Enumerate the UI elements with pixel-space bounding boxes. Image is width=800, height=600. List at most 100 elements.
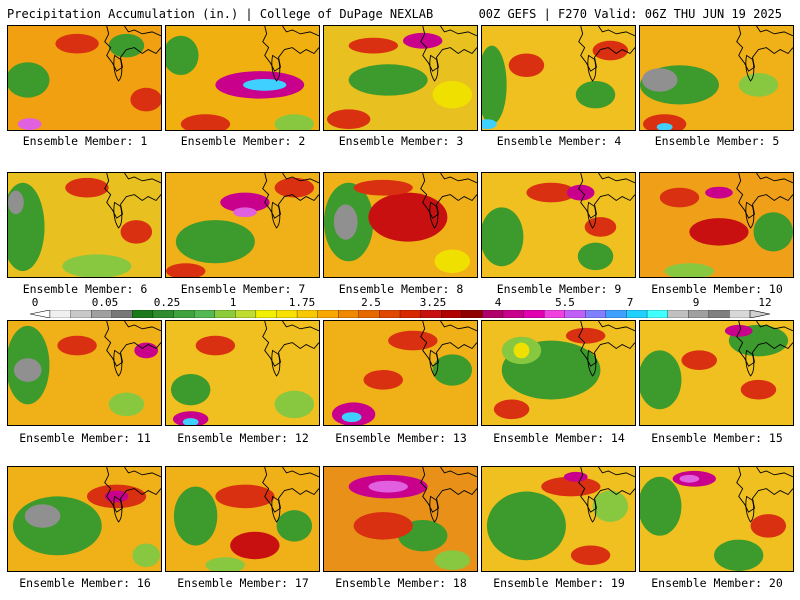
scale-tick-label: 0 [31, 296, 39, 309]
ensemble-map-19 [481, 466, 636, 572]
precip-field [640, 26, 793, 130]
ensemble-map-5 [639, 25, 794, 131]
precip-region [220, 192, 270, 213]
coastline [282, 467, 319, 478]
scale-tick-label: 3.25 [419, 296, 447, 309]
precip-field [482, 173, 635, 277]
precip-region [13, 358, 42, 382]
member-label: Ensemble Member: 12 [177, 431, 309, 445]
scale-swatch [111, 310, 133, 318]
coastline [578, 173, 635, 219]
member-label: Ensemble Member: 14 [493, 431, 625, 445]
coastline [124, 467, 161, 478]
coastline [420, 26, 477, 72]
precip-region [640, 476, 682, 536]
ensemble-map-9 [481, 172, 636, 278]
lake-outline [745, 201, 755, 229]
ensemble-map-18 [323, 466, 478, 572]
precip-region [108, 33, 145, 58]
scale-tick-label: 9 [692, 296, 700, 309]
precip-region [166, 263, 206, 277]
scale-swatch [132, 310, 154, 318]
scale-swatch [482, 310, 504, 318]
precip-region [705, 186, 733, 199]
member-label: Ensemble Member: 4 [496, 134, 622, 148]
coastline [262, 173, 319, 219]
lake-outline [113, 54, 123, 82]
precip-region [274, 177, 315, 198]
coastline [282, 26, 319, 37]
scale-tick-label: 0.25 [153, 296, 181, 309]
precip-region [166, 35, 199, 76]
precip-field [8, 173, 161, 277]
scale-swatch [255, 310, 277, 318]
coastline [262, 26, 319, 72]
member-label: Ensemble Member: 20 [651, 576, 783, 590]
precip-region [230, 531, 280, 560]
scale-swatch [708, 310, 730, 318]
lake-outline [271, 54, 281, 82]
precip-region [242, 78, 287, 91]
precip-region [402, 32, 443, 49]
coastline [262, 467, 319, 513]
ensemble-map-12 [165, 320, 320, 426]
coastline [124, 321, 161, 332]
precip-field [482, 467, 635, 571]
coastline [282, 173, 319, 184]
coastline [420, 321, 477, 367]
lake-outline [429, 201, 439, 229]
precip-region [434, 249, 471, 274]
member-label: Ensemble Member: 5 [654, 134, 780, 148]
scale-swatch [338, 310, 360, 318]
coastline [282, 321, 319, 332]
coastline [598, 467, 635, 478]
member-label: Ensemble Member: 15 [651, 431, 783, 445]
precip-field [324, 26, 477, 130]
scale-swatch [729, 310, 751, 318]
precip-region [508, 53, 545, 78]
precip-region [565, 327, 606, 344]
precip-region [348, 64, 428, 96]
coastline [104, 173, 161, 219]
precip-region [170, 373, 211, 406]
precip-field [482, 321, 635, 425]
precip-region [108, 392, 145, 417]
coastline [598, 173, 635, 184]
member-label: Ensemble Member: 3 [338, 134, 464, 148]
precip-region [348, 37, 399, 54]
lake-outline [271, 349, 281, 377]
coastline [104, 321, 161, 367]
member-label: Ensemble Member: 8 [338, 282, 464, 296]
precip-region [353, 512, 413, 540]
member-label: Ensemble Member: 2 [180, 134, 306, 148]
precip-region [130, 87, 161, 112]
scale-swatch [193, 310, 216, 318]
precip-region [482, 207, 524, 267]
precip-region [274, 390, 315, 419]
precip-region [326, 109, 371, 130]
member-label: Ensemble Member: 13 [335, 431, 467, 445]
precip-field [8, 467, 161, 571]
ensemble-map-20 [639, 466, 794, 572]
coastline [440, 467, 477, 478]
scale-tick-label: 1.75 [288, 296, 316, 309]
precip-region [482, 119, 497, 130]
scale-arrow-right [749, 310, 770, 318]
scale-swatch [214, 310, 236, 318]
precip-region [215, 484, 275, 509]
precip-field [640, 321, 793, 425]
coastline [104, 26, 161, 72]
coastline [420, 173, 477, 219]
precip-region [8, 62, 50, 98]
precip-region [566, 184, 595, 201]
scale-swatch [667, 310, 689, 318]
ensemble-map-11 [7, 320, 162, 426]
precip-field [640, 173, 793, 277]
precip-region [689, 218, 749, 246]
precip-region [173, 486, 218, 546]
precip-region [740, 379, 777, 400]
precip-region [659, 187, 700, 208]
precip-region [205, 557, 245, 571]
precip-region [642, 114, 687, 130]
precip-region [175, 220, 255, 264]
